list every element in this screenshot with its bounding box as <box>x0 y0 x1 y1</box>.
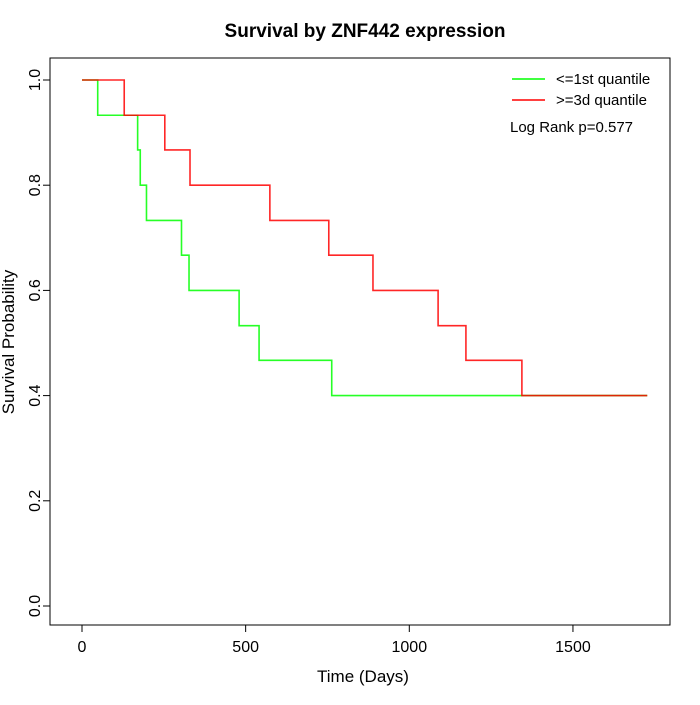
legend-label-low: <=1st quantile <box>556 71 650 88</box>
y-tick-label: 0.2 <box>27 490 44 512</box>
y-tick-label: 0.8 <box>27 174 44 196</box>
legend-label-high: >=3d quantile <box>556 92 647 109</box>
y-tick-label: 0.0 <box>27 595 44 617</box>
chart-title: Survival by ZNF442 expression <box>225 21 506 42</box>
y-tick-label: 1.0 <box>27 69 44 91</box>
x-tick-label: 1000 <box>392 639 428 656</box>
y-tick-label: 0.4 <box>27 384 44 406</box>
legend: <=1st quantile >=3d quantile <box>512 71 650 109</box>
x-axis-label: Time (Days) <box>317 667 409 686</box>
x-tick-label: 0 <box>78 639 87 656</box>
x-tick-label: 500 <box>232 639 259 656</box>
y-tick-label: 0.6 <box>27 279 44 301</box>
survival-curve-high <box>82 79 648 397</box>
y-axis-label: Survival Probability <box>0 269 18 414</box>
plot-frame <box>49 57 671 626</box>
x-tick-label: 1500 <box>555 639 591 656</box>
logrank-annotation: Log Rank p=0.577 <box>510 119 633 136</box>
survival-curve-low <box>82 79 648 397</box>
